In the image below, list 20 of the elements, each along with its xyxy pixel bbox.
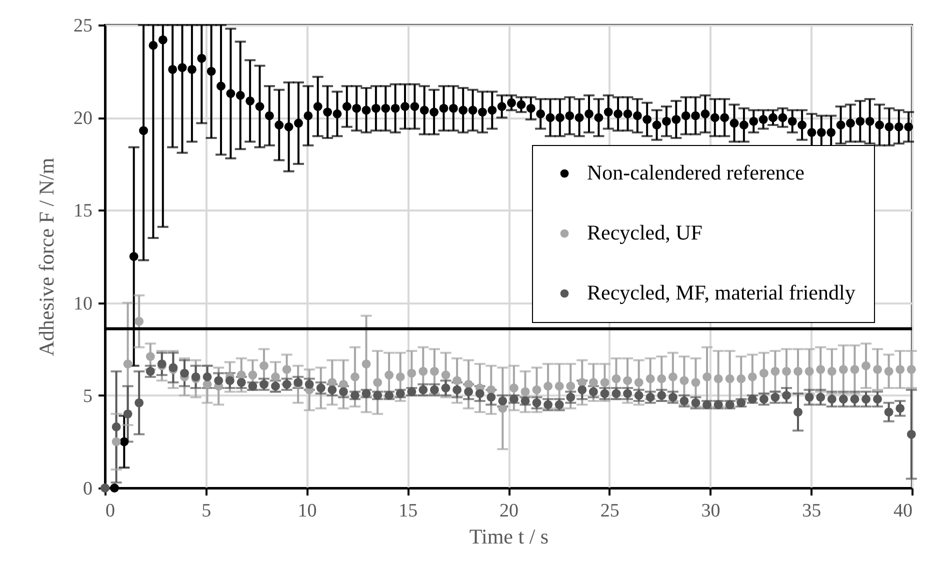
- x-tick-label: 15: [398, 500, 418, 522]
- x-tick-label: 0: [106, 500, 115, 522]
- y-tick-label: 20: [74, 108, 92, 130]
- x-tick-label: 40: [894, 500, 912, 522]
- x-tick-label: 30: [701, 500, 720, 522]
- legend-label: Recycled, MF, material friendly: [587, 280, 856, 304]
- x-tick-label: 35: [802, 500, 822, 522]
- y-tick-label: 25: [74, 16, 92, 36]
- y-tick-label: 0: [83, 478, 92, 500]
- y-tick-label: 10: [74, 293, 92, 314]
- y-tick-label: 15: [74, 200, 92, 222]
- legend-label: Recycled, UF: [587, 220, 702, 244]
- x-tick-label: 10: [298, 500, 317, 522]
- legend-label: Non-calendered reference: [587, 160, 804, 184]
- x-tick-label: 5: [202, 500, 212, 522]
- x-tick-label: 20: [500, 500, 518, 522]
- x-tick-label: 25: [600, 500, 620, 522]
- y-axis-title: Adhesive force F / N/m: [34, 158, 58, 356]
- x-axis-title: Time t / s: [469, 524, 549, 548]
- y-tick-label: 5: [83, 386, 92, 407]
